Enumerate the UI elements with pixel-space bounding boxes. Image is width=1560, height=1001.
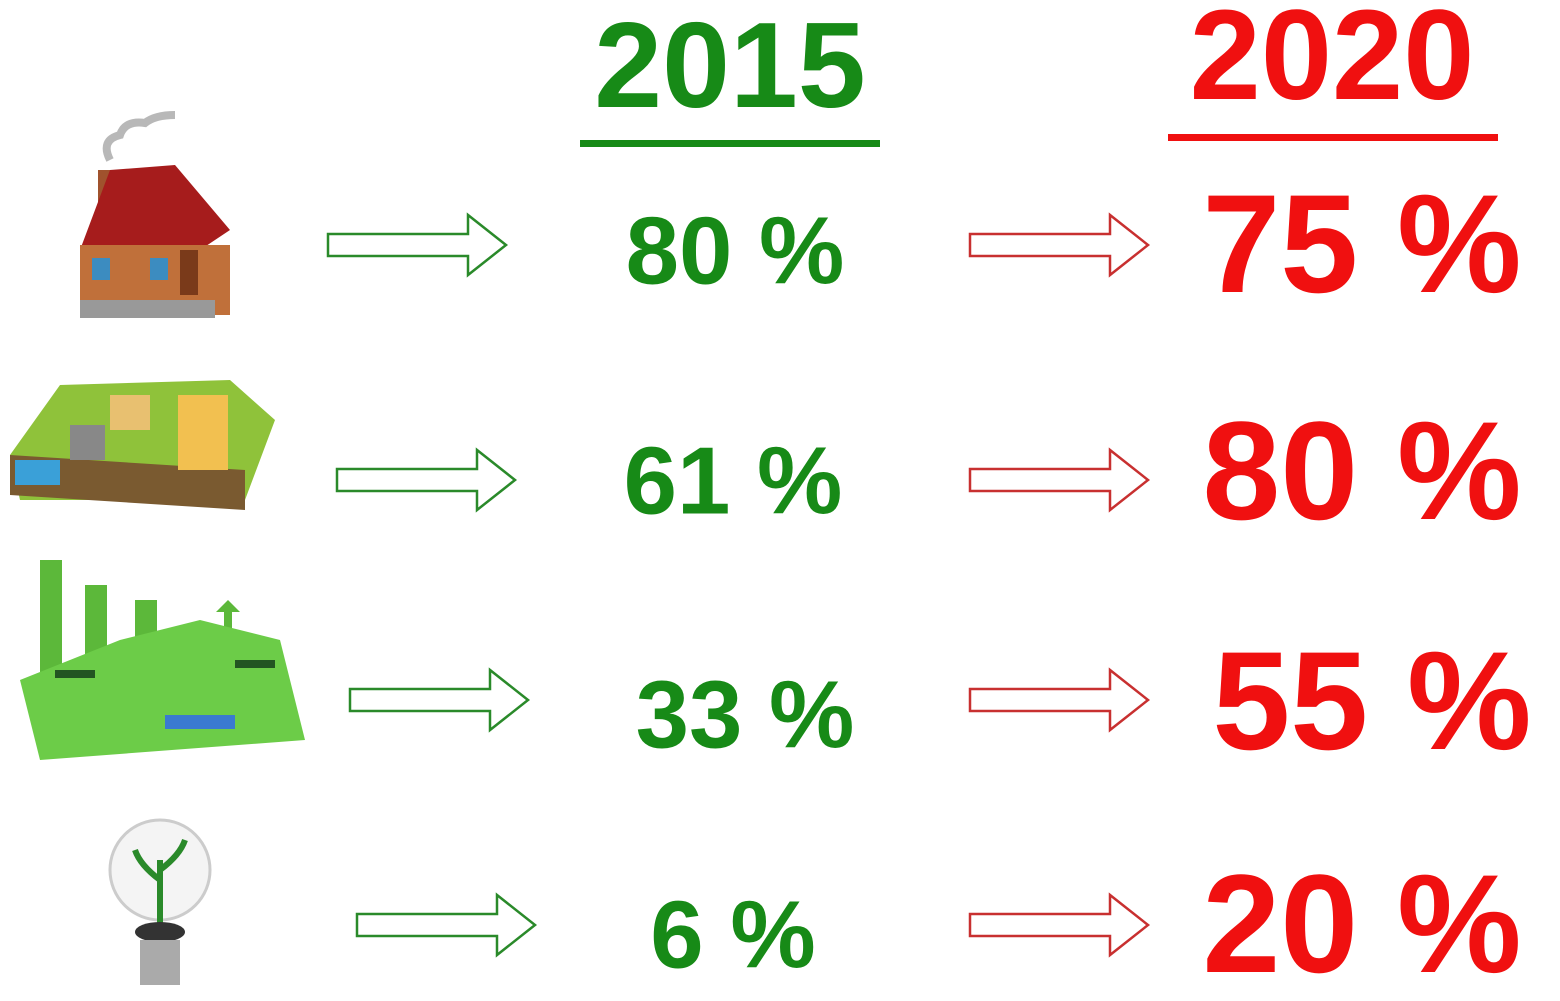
arrow-2020 xyxy=(970,895,1148,955)
value-2020: 80 % xyxy=(1202,392,1521,549)
underline-2015 xyxy=(580,140,880,147)
value-2015: 33 % xyxy=(636,661,855,768)
arrow-2015 xyxy=(350,670,528,730)
infographic: 2015 2020 80 % 75 % 61 % xyxy=(0,0,1560,1001)
bulb-icon xyxy=(110,820,210,985)
header-2015: 2015 xyxy=(594,0,865,133)
underline-2020 xyxy=(1168,134,1498,141)
arrow-2020 xyxy=(970,670,1148,730)
value-2020: 20 % xyxy=(1202,845,1521,1001)
arrow-2015 xyxy=(357,895,535,955)
arrow-2020 xyxy=(970,450,1148,510)
value-2020: 75 % xyxy=(1202,165,1521,322)
city-icon xyxy=(10,380,275,510)
rows: 80 % 75 % 61 % 80 % 33 % 55 % 6 % 20 % xyxy=(328,165,1532,1001)
header-2020: 2020 xyxy=(1190,0,1475,127)
arrow-2015 xyxy=(328,215,506,275)
value-2015: 61 % xyxy=(624,427,843,534)
arrow-2015 xyxy=(337,450,515,510)
factory-icon xyxy=(20,560,305,760)
value-2015: 6 % xyxy=(650,881,815,988)
value-2015: 80 % xyxy=(626,197,845,304)
value-2020: 55 % xyxy=(1212,622,1531,779)
arrow-2020 xyxy=(970,215,1148,275)
house-icon xyxy=(80,115,230,318)
